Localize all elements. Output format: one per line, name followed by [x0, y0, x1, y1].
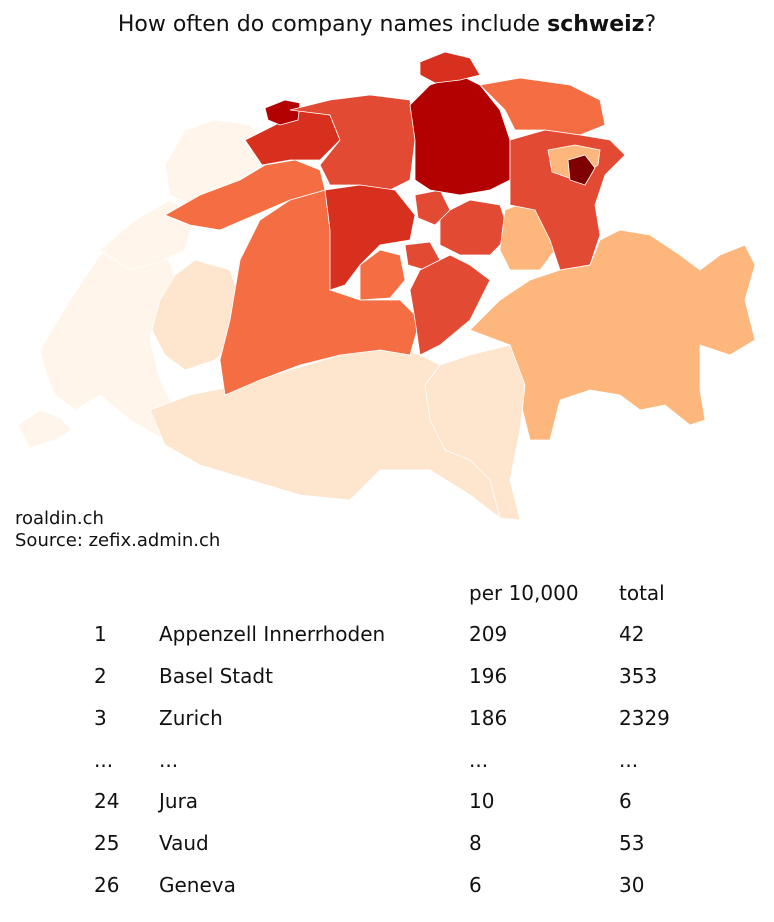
cell-canton: Geneva: [159, 873, 236, 897]
cell-per-10000: 6: [469, 873, 482, 897]
table-row: 25 Vaud 8 53: [0, 831, 774, 861]
canton-solothurn: [164, 159, 326, 231]
chart-title: How often do company names include schwe…: [117, 12, 657, 37]
table-header-row: per 10,000 total: [0, 581, 774, 611]
cell-canton: Appenzell Innerrhoden: [159, 622, 386, 646]
credit-site: roaldin.ch: [15, 508, 104, 529]
cell-canton: ...: [159, 748, 179, 772]
canton-obwalden: [359, 249, 406, 301]
cell-total: 6: [619, 789, 632, 813]
credit-source: Source: zefix.admin.ch: [15, 530, 221, 551]
cell-rank: 2: [94, 664, 107, 688]
canton-appenzell-innerrhoden: [567, 154, 596, 186]
cell-per-10000: 8: [469, 831, 482, 855]
table-row: 24 Jura 10 6: [0, 789, 774, 819]
table-row: 2 Basel Stadt 196 353: [0, 664, 774, 694]
header-total: total: [619, 581, 665, 605]
canton-geneva: [17, 409, 73, 449]
cell-total: 30: [619, 873, 645, 897]
table-row: 26 Geneva 6 30: [0, 873, 774, 903]
cell-per-10000: 209: [469, 622, 508, 646]
cell-rank: 3: [94, 706, 107, 730]
cell-canton: Vaud: [159, 831, 209, 855]
cell-canton: Zurich: [159, 706, 223, 730]
cell-canton: Jura: [159, 789, 199, 813]
cell-total: ...: [619, 748, 639, 772]
cell-canton: Basel Stadt: [159, 664, 273, 688]
cell-per-10000: ...: [469, 748, 489, 772]
table-row: 3 Zurich 186 2329: [0, 706, 774, 736]
canton-ticino: [424, 344, 526, 521]
cell-rank: 26: [94, 873, 120, 897]
credits: roaldin.ch Source: zefix.admin.ch: [15, 508, 220, 552]
canton-basel-stadt: [264, 99, 301, 126]
table-row-ellipsis: ... ... ... ...: [0, 748, 774, 778]
canton-lucerne: [324, 184, 416, 291]
cell-total: 353: [619, 664, 658, 688]
canton-schaffhausen: [419, 51, 481, 84]
canton-graubunden: [469, 229, 756, 441]
header-per-10000: per 10,000: [469, 581, 579, 605]
cell-per-10000: 196: [469, 664, 508, 688]
canton-uri: [409, 254, 491, 356]
canton-thurgau: [479, 77, 606, 136]
title-keyword: schweiz: [547, 12, 645, 37]
cell-total: 53: [619, 831, 645, 855]
cell-per-10000: 10: [469, 789, 495, 813]
cell-rank: 24: [94, 789, 120, 813]
cell-rank: 1: [94, 622, 107, 646]
cell-rank: ...: [94, 748, 114, 772]
cell-per-10000: 186: [469, 706, 508, 730]
cell-total: 42: [619, 622, 645, 646]
cell-rank: 25: [94, 831, 120, 855]
table-row: 1 Appenzell Innerrhoden 209 42: [0, 622, 774, 652]
switzerland-choropleth-map: [17, 51, 756, 521]
cell-total: 2329: [619, 706, 670, 730]
canton-schwyz: [439, 199, 511, 256]
